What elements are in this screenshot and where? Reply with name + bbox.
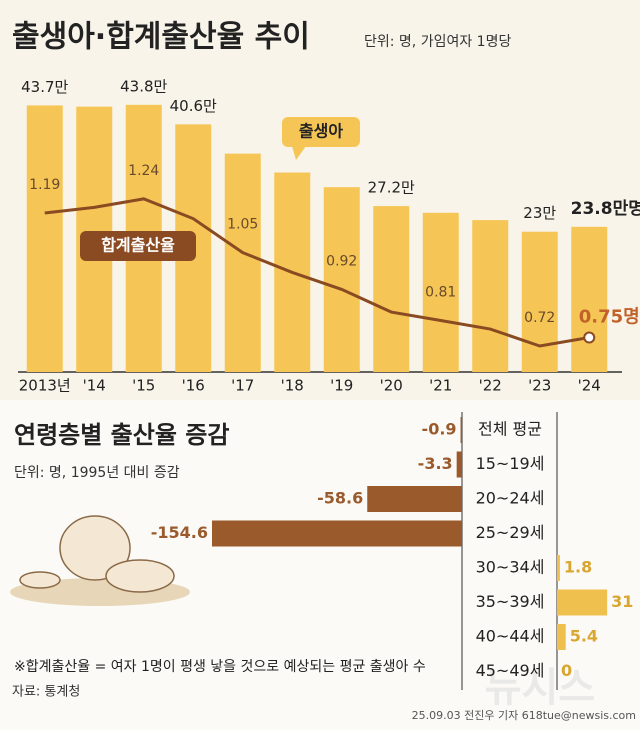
value-label: 5.4 bbox=[570, 627, 598, 646]
category-label: 45~49세 bbox=[476, 661, 545, 680]
subchart-unit: 단위: 명, 1995년 대비 증감 bbox=[14, 465, 180, 481]
rate-value-label: 1.05 bbox=[227, 217, 258, 233]
bar bbox=[373, 206, 410, 372]
x-tick-label: '18 bbox=[281, 377, 304, 395]
rate-value-label: 0.92 bbox=[326, 253, 357, 269]
x-tick-label: '17 bbox=[231, 377, 254, 395]
legend-pointer bbox=[292, 146, 306, 160]
rate-value-label: 1.24 bbox=[128, 163, 159, 179]
bar-value-label: 43.7만 bbox=[21, 78, 68, 96]
bar bbox=[224, 153, 261, 372]
x-tick-label: 2013년 bbox=[19, 377, 71, 395]
bar bbox=[212, 520, 462, 547]
category-label: 40~44세 bbox=[476, 627, 545, 646]
bar-value-label: 23.8만명 bbox=[571, 199, 640, 219]
bar bbox=[26, 105, 63, 373]
rate-value-label: 0.75명 bbox=[579, 307, 640, 328]
credit: 25.09.03 전진우 기자 618tue@newsis.com bbox=[412, 709, 636, 722]
rate-value-label: 1.19 bbox=[29, 177, 60, 193]
bar-value-label: 23만 bbox=[523, 204, 556, 222]
bar-value-label: 40.6만 bbox=[170, 97, 217, 115]
source: 자료: 통계청 bbox=[12, 685, 80, 700]
category-label: 15~19세 bbox=[476, 454, 545, 473]
category-label: 20~24세 bbox=[476, 489, 545, 508]
x-tick-label: '14 bbox=[83, 377, 106, 395]
unit: 단위: 명, 가임여자 1명당 bbox=[364, 34, 511, 50]
category-label: 35~39세 bbox=[476, 592, 545, 611]
category-label: 전체 평균 bbox=[478, 420, 542, 439]
value-label: 0 bbox=[561, 661, 572, 680]
x-tick-label: '21 bbox=[429, 377, 452, 395]
rate-line bbox=[44, 197, 590, 348]
bar bbox=[557, 555, 560, 581]
footnote: ※합계출산율 = 여자 1명이 평생 낳을 것으로 예상되는 평균 출생아 수 bbox=[14, 659, 426, 675]
x-tick-label: '22 bbox=[479, 377, 502, 395]
bar bbox=[422, 212, 459, 372]
category-label: 30~34세 bbox=[476, 558, 545, 577]
value-label: 31 bbox=[611, 592, 633, 611]
bar bbox=[456, 451, 462, 478]
legend-box bbox=[282, 117, 360, 147]
rate-value-label: 0.81 bbox=[425, 285, 456, 301]
subchart-title: 연령층별 출산율 증감 bbox=[14, 421, 229, 449]
bar bbox=[557, 589, 608, 616]
category-label: 25~29세 bbox=[476, 523, 545, 542]
value-label: -0.9 bbox=[422, 420, 457, 439]
x-tick-label: '20 bbox=[380, 377, 403, 395]
bar-value-label: 43.8만 bbox=[120, 77, 167, 95]
x-tick-label: '19 bbox=[330, 377, 353, 395]
bar bbox=[323, 187, 360, 372]
value-label: 1.8 bbox=[564, 558, 592, 577]
x-tick-label: '24 bbox=[578, 377, 601, 395]
bar bbox=[472, 220, 509, 372]
value-label: -58.6 bbox=[317, 489, 363, 508]
rate-value-label: 0.72 bbox=[524, 310, 555, 326]
value-label: -3.3 bbox=[418, 454, 453, 473]
baby-illustration bbox=[10, 515, 190, 606]
bar bbox=[571, 226, 608, 372]
title: 출생아·합계출산율 추이 bbox=[12, 20, 310, 55]
rate-point bbox=[583, 331, 596, 344]
legend-label: 합계출산율 bbox=[101, 236, 175, 255]
watermark: 뉴시스 bbox=[485, 665, 595, 711]
x-tick-label: '15 bbox=[132, 377, 155, 395]
bar bbox=[557, 624, 566, 650]
value-label: -154.6 bbox=[151, 523, 208, 542]
bar bbox=[460, 417, 462, 443]
x-tick-label: '23 bbox=[528, 377, 551, 395]
bar-value-label: 27.2만 bbox=[368, 179, 415, 197]
legend-box bbox=[80, 231, 196, 261]
legend-label: 출생아 bbox=[299, 122, 343, 141]
bar bbox=[521, 231, 558, 372]
bar bbox=[367, 486, 462, 512]
x-tick-label: '16 bbox=[182, 377, 205, 395]
